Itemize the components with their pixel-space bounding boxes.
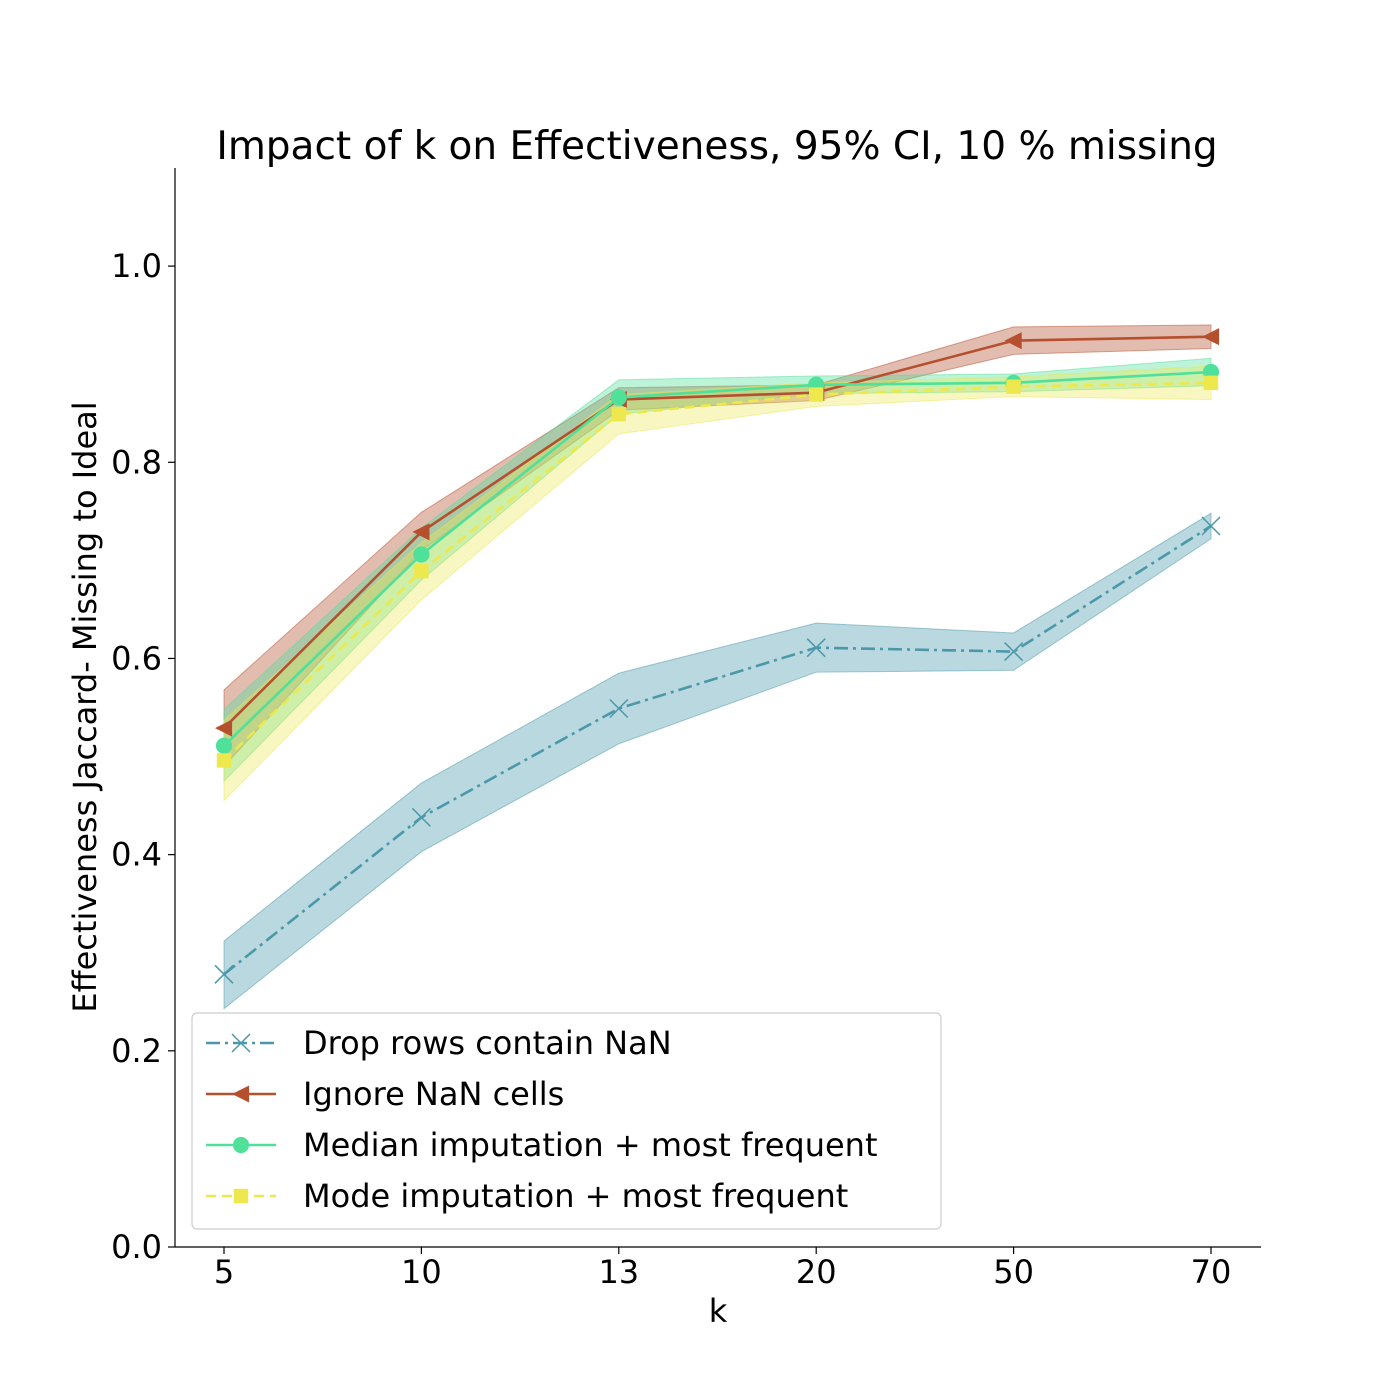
y-tick-label: 1.0 (111, 247, 162, 285)
series-3-point (215, 737, 233, 754)
series-4-point (1203, 375, 1219, 391)
series-3-point (610, 389, 627, 406)
series-4-point (216, 753, 232, 768)
confidence-bands (223, 324, 1212, 1010)
series-4-point (1006, 379, 1021, 394)
x-tick-label: 13 (598, 1253, 639, 1291)
series-4-line (223, 381, 1212, 762)
series-2-point (1202, 328, 1220, 346)
series-2-line (223, 335, 1212, 730)
y-tick-label: 0.2 (111, 1032, 162, 1070)
series-1-ci-band (223, 512, 1212, 1010)
series-1-line (223, 524, 1212, 976)
legend-label: Drop rows contain NaN (303, 1024, 672, 1062)
legend-label: Median imputation + most frequent (303, 1126, 877, 1164)
x-tick-label: 10 (401, 1253, 442, 1291)
legend-label: Ignore NaN cells (303, 1075, 564, 1113)
y-tick-label: 0.0 (111, 1228, 162, 1266)
y-tick-label: 0.4 (111, 836, 162, 874)
legend-swatch-marker (233, 1188, 249, 1204)
legend-frame (191, 1012, 942, 1230)
series-1-point (609, 698, 629, 719)
y-axis-label: Effectiveness Jaccard- Missing to Ideal (66, 401, 104, 1012)
x-tick-label: 70 (1191, 1253, 1232, 1291)
y-tick-label: 0.6 (111, 639, 162, 677)
series-1-point (1004, 642, 1024, 662)
series-4-point (414, 563, 429, 579)
series-4-point (611, 407, 626, 422)
series-2-point (1004, 332, 1022, 350)
series-markers (214, 328, 1221, 984)
x-ticks: 5 10 13 20 50 70 (214, 1247, 1232, 1291)
series-1-point (1201, 516, 1221, 536)
x-axis-label: k (709, 1292, 728, 1330)
series-3-point (413, 546, 430, 563)
series-lines (223, 335, 1212, 976)
x-tick-label: 20 (796, 1253, 837, 1291)
series-2-point (412, 523, 430, 541)
series-1-point (411, 807, 431, 827)
chart-title: Impact of k on Effectiveness, 95% CI, 10… (216, 124, 1217, 169)
legend-swatch-marker (232, 1136, 250, 1154)
series-1-point (214, 964, 234, 984)
legend-swatch-marker (231, 1033, 251, 1053)
x-tick-label: 50 (993, 1253, 1034, 1291)
series-1-point (806, 638, 826, 658)
x-tick-label: 5 (214, 1253, 234, 1291)
y-ticks: 0.0 0.2 0.4 0.6 0.8 1.0 (111, 247, 175, 1266)
series-2-point (215, 719, 233, 737)
legend-label: Mode imputation + most frequent (303, 1177, 848, 1215)
legend: Drop rows contain NaN Ignore NaN cells Med… (191, 1012, 942, 1230)
series-4-point (809, 387, 824, 402)
y-tick-label: 0.8 (111, 443, 162, 481)
legend-swatch-marker (232, 1085, 250, 1103)
series-3-line (223, 370, 1212, 747)
